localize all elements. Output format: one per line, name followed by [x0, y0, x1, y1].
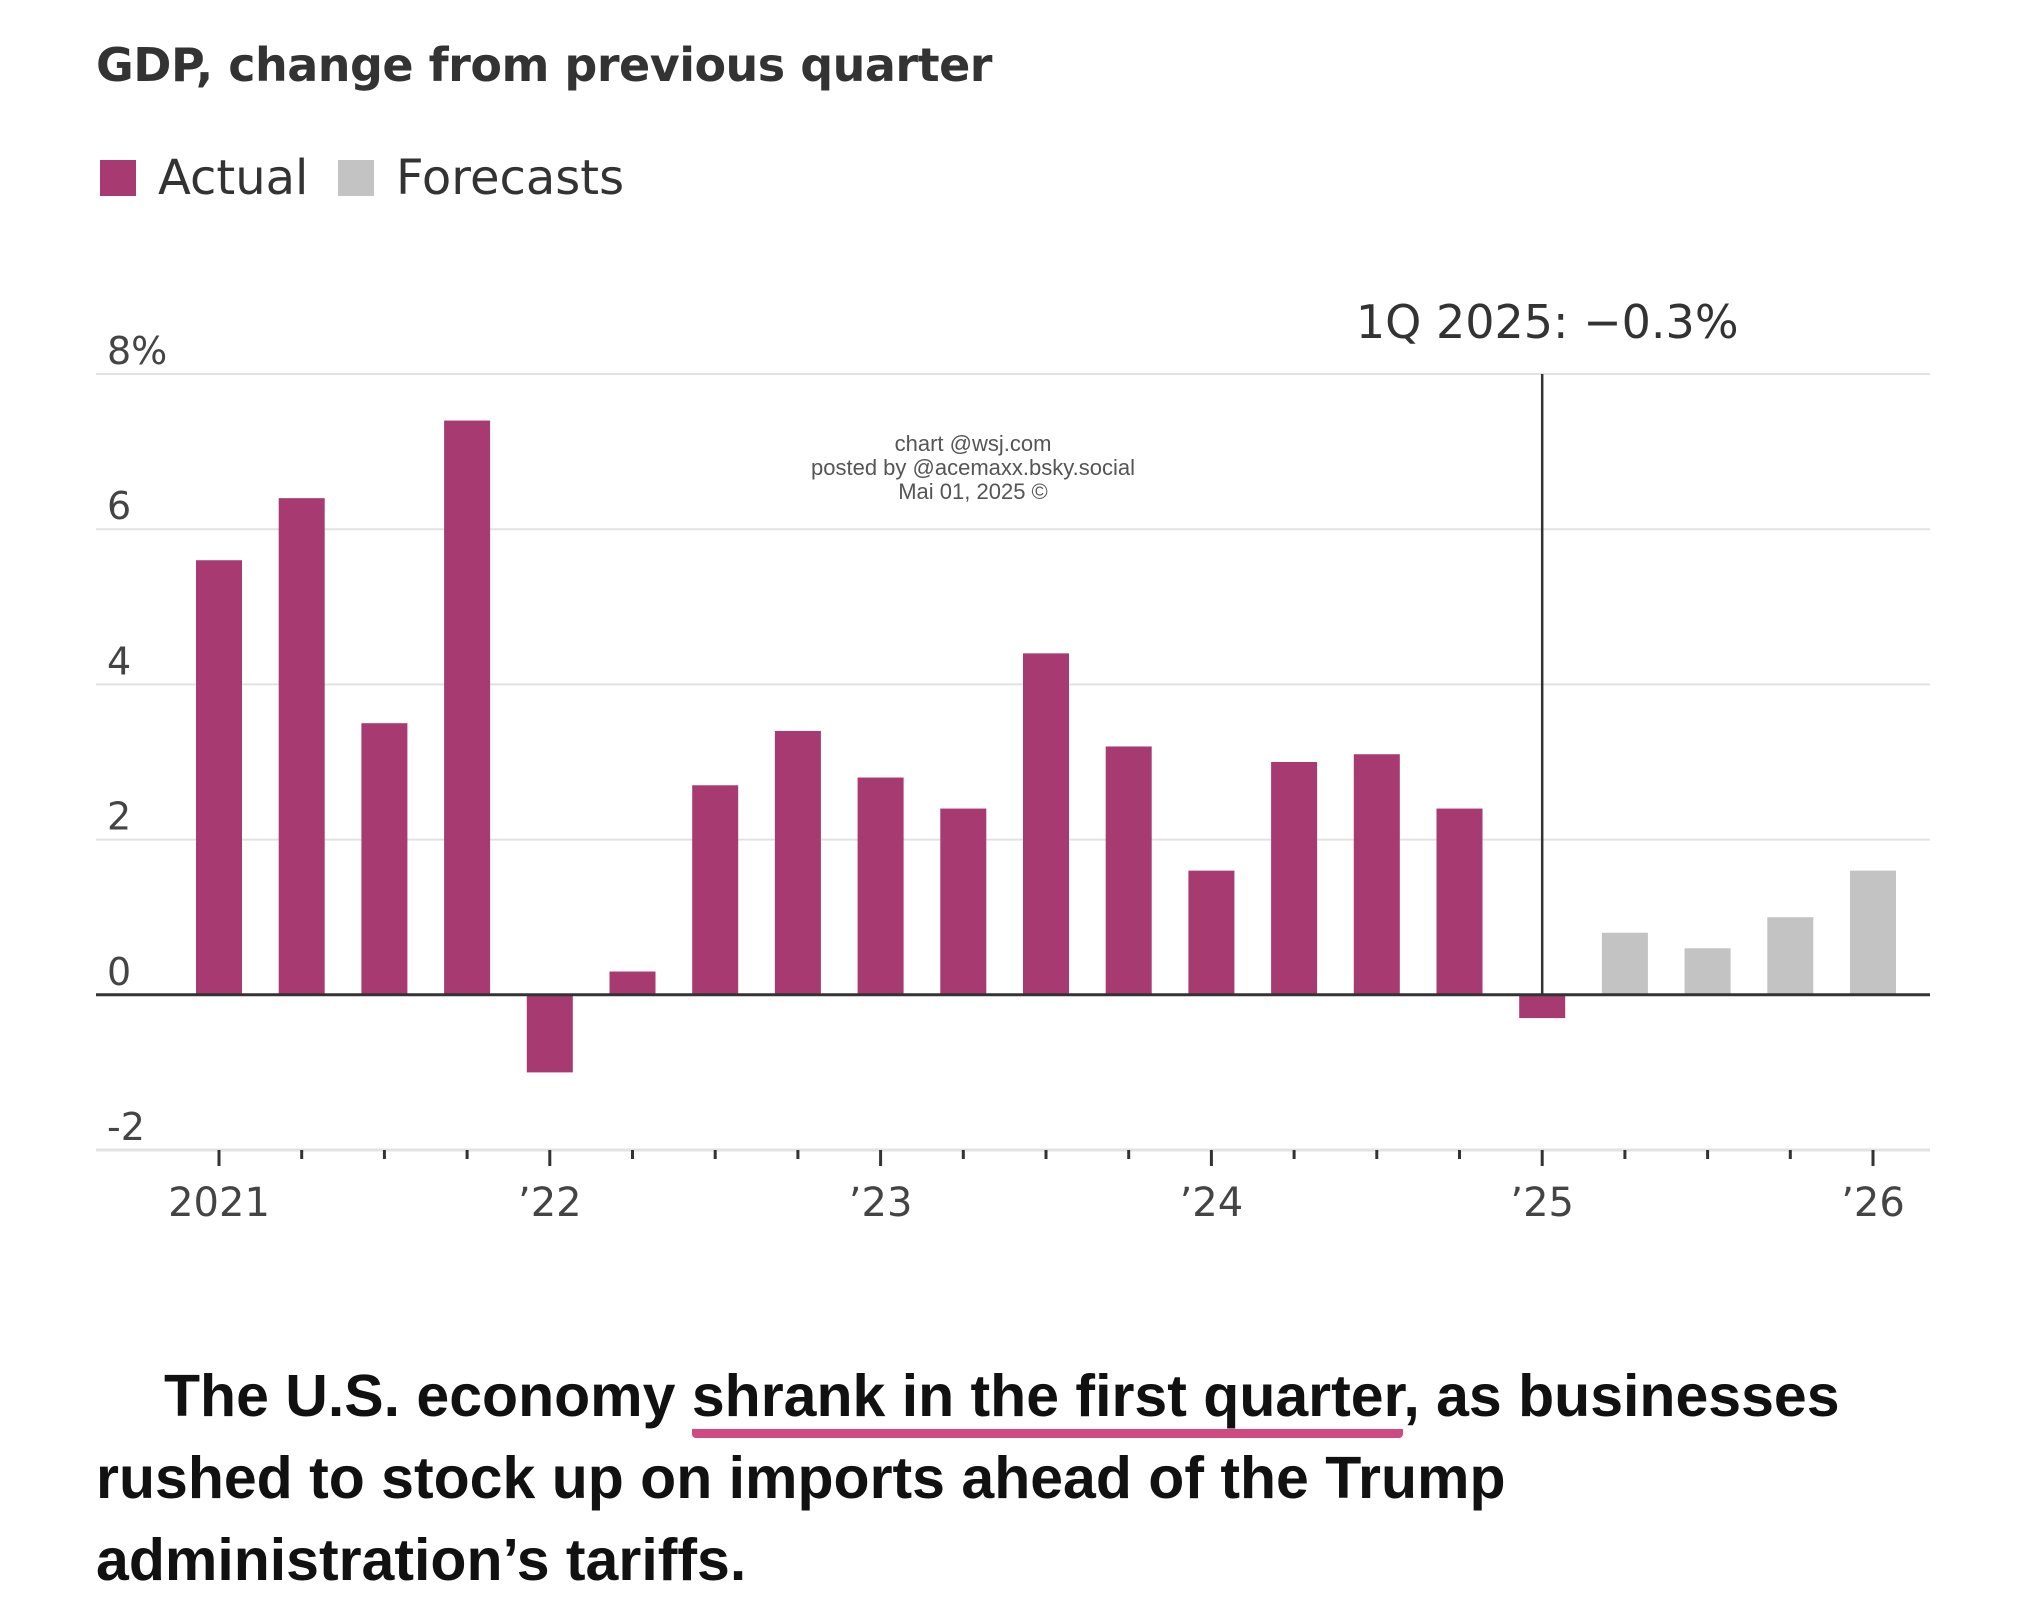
bar-actual [361, 723, 408, 995]
legend-actual-label: Actual [158, 150, 309, 206]
caption-text-start: The U.S. economy [164, 1363, 692, 1429]
bar-actual [1105, 746, 1152, 995]
watermark-line: Mai 01, 2025 © [898, 479, 1048, 504]
bar-actual [774, 730, 821, 995]
bar-actual [1353, 754, 1400, 995]
bar-actual [1519, 994, 1566, 1019]
bar-actual [278, 498, 325, 995]
x-tick-label: ’23 [849, 1180, 913, 1226]
caption-text-end: , as businesses rushed to stock up on im… [96, 1363, 1840, 1593]
chart-title: GDP, change from previous quarter [96, 38, 992, 92]
axis-layer: 8% 6 4 2 0 -2 2021 ’22 ’23 ’24 ’25 ’26 [96, 329, 1930, 1226]
annotation-label: 1Q 2025: −0.3% [1356, 295, 1739, 349]
y-tick-label: 6 [107, 484, 131, 528]
y-tick-label: 4 [107, 639, 131, 683]
x-tick-label: ’22 [518, 1180, 582, 1226]
bar-actual [857, 777, 904, 995]
bar-actual [1023, 653, 1069, 995]
y-tick-label: 2 [107, 795, 131, 839]
watermark-line: chart @wsj.com [894, 431, 1052, 456]
x-tick-label: ’26 [1841, 1180, 1905, 1226]
bar-forecast [1684, 948, 1731, 995]
bar-actual [196, 560, 242, 995]
legend-forecasts-swatch [338, 160, 374, 196]
annotation-layer: 1Q 2025: −0.3% [1356, 295, 1739, 995]
bar-forecast [1601, 932, 1648, 995]
watermark: chart @wsj.com posted by @acemaxx.bsky.s… [700, 432, 1246, 504]
article-caption: The U.S. economy shrank in the first qua… [96, 1355, 1956, 1601]
bar-actual [692, 785, 739, 995]
bar-actual [1436, 808, 1483, 995]
watermark-line: posted by @acemaxx.bsky.social [811, 455, 1135, 480]
bar-forecast [1850, 870, 1896, 995]
legend-actual: Actual [100, 150, 308, 206]
y-tick-label: 0 [107, 950, 131, 994]
bar-actual [1188, 870, 1235, 995]
y-tick-label: 8% [107, 329, 167, 373]
bar-actual [940, 808, 987, 995]
bar-actual [444, 420, 491, 995]
gdp-bar-chart: 8% 6 4 2 0 -2 2021 ’22 ’23 ’24 ’25 ’26 1Q 2025: −0.… [96, 295, 1930, 1226]
x-tick-label: ’24 [1180, 1180, 1244, 1226]
x-tick-label: 2021 [168, 1180, 270, 1226]
caption-highlight: shrank in the first quarter [691, 1363, 1404, 1438]
bar-layer [196, 420, 1896, 1073]
bar-actual [1271, 762, 1318, 995]
legend-actual-swatch [100, 160, 136, 196]
bar-actual [609, 971, 656, 995]
legend-forecasts: Forecasts [338, 150, 624, 206]
bar-actual [526, 994, 573, 1073]
y-tick-label: -2 [107, 1105, 145, 1149]
x-tick-label: ’25 [1510, 1180, 1574, 1226]
bar-forecast [1767, 917, 1814, 995]
legend-forecasts-label: Forecasts [396, 150, 625, 206]
